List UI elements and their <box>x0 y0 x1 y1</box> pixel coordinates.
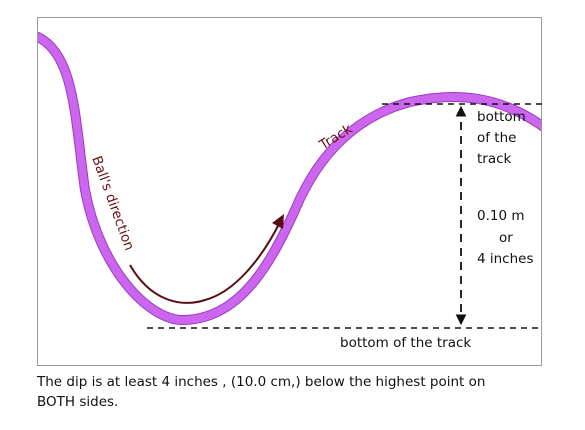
caption: The dip is at least 4 inches , (10.0 cm,… <box>37 372 577 412</box>
height-label-line3: 4 inches <box>477 251 534 267</box>
ball-direction-arrow <box>129 221 281 304</box>
caption-line1: The dip is at least 4 inches , (10.0 cm,… <box>37 374 486 390</box>
top-label-line3: track <box>477 151 512 167</box>
bottom-label: bottom of the track <box>340 335 471 351</box>
height-label-line1: 0.10 m <box>477 208 525 224</box>
top-label-line2: of the <box>477 130 516 146</box>
caption-line2: BOTH sides. <box>37 394 119 410</box>
top-label-line1: bottom <box>477 109 526 125</box>
ball-direction-arrowhead <box>272 214 284 229</box>
track-curve <box>38 33 541 325</box>
height-label-line2: or <box>499 230 513 246</box>
track-curve-edge <box>38 32 541 325</box>
